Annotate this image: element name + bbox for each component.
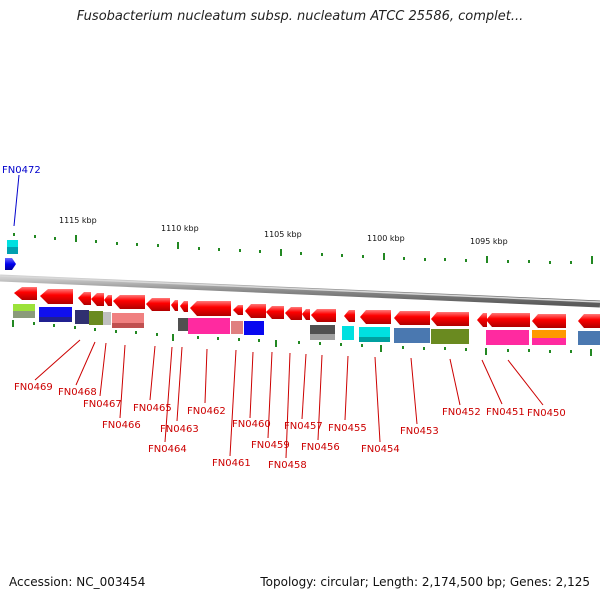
gene-label-fn0461: FN0461 [212,458,251,469]
gene-label-fn0457: FN0457 [284,421,323,432]
gene-label-fn0456: FN0456 [301,442,340,453]
gene-arrow-fn0472 [5,258,16,270]
gene-label-fn0468: FN0468 [58,387,97,398]
gene-label-fn0450: FN0450 [527,408,566,419]
leader-line-fn0472 [13,174,20,227]
genome-backbone [0,274,600,308]
reverse-genes [14,287,600,328]
gene-label-fn0463: FN0463 [160,424,199,435]
genome-info-text: Topology: circular; Length: 2,174,500 bp… [260,575,590,589]
ruler-ticks [13,233,593,264]
gene-label-fn0465: FN0465 [133,403,172,414]
scale-label: 1105 kbp [264,230,302,239]
accession-text: Accession: NC_003454 [9,575,146,589]
leader-lines [34,339,544,459]
gene-label-fn0455: FN0455 [328,423,367,434]
gene-label-fn0459: FN0459 [251,440,290,451]
map-title: Fusobacterium nucleatum subsp. nucleatum… [76,9,524,24]
gene-label-fn0458: FN0458 [268,460,307,471]
gene-label-fn0454: FN0454 [361,444,400,455]
category-boxes [13,304,600,345]
forward-genes [5,240,18,270]
gene-label-fn0451: FN0451 [486,407,525,418]
scale-label: 1110 kbp [161,224,199,233]
gene-label-fn0472: FN0472 [2,165,41,176]
scale-label: 1095 kbp [470,237,508,246]
gene-label-fn0453: FN0453 [400,426,439,437]
scale-label: 1115 kbp [59,216,97,225]
gene-label-fn0467: FN0467 [83,399,122,410]
gene-label-fn0452: FN0452 [442,407,481,418]
lower-ticks [12,320,592,356]
gene-label-fn0462: FN0462 [187,406,226,417]
gene-label-fn0469: FN0469 [14,382,53,393]
gene-label-fn0466: FN0466 [102,420,141,431]
gene-label-fn0464: FN0464 [148,444,187,455]
scale-label: 1100 kbp [367,234,405,243]
gene-label-fn0460: FN0460 [232,419,271,430]
